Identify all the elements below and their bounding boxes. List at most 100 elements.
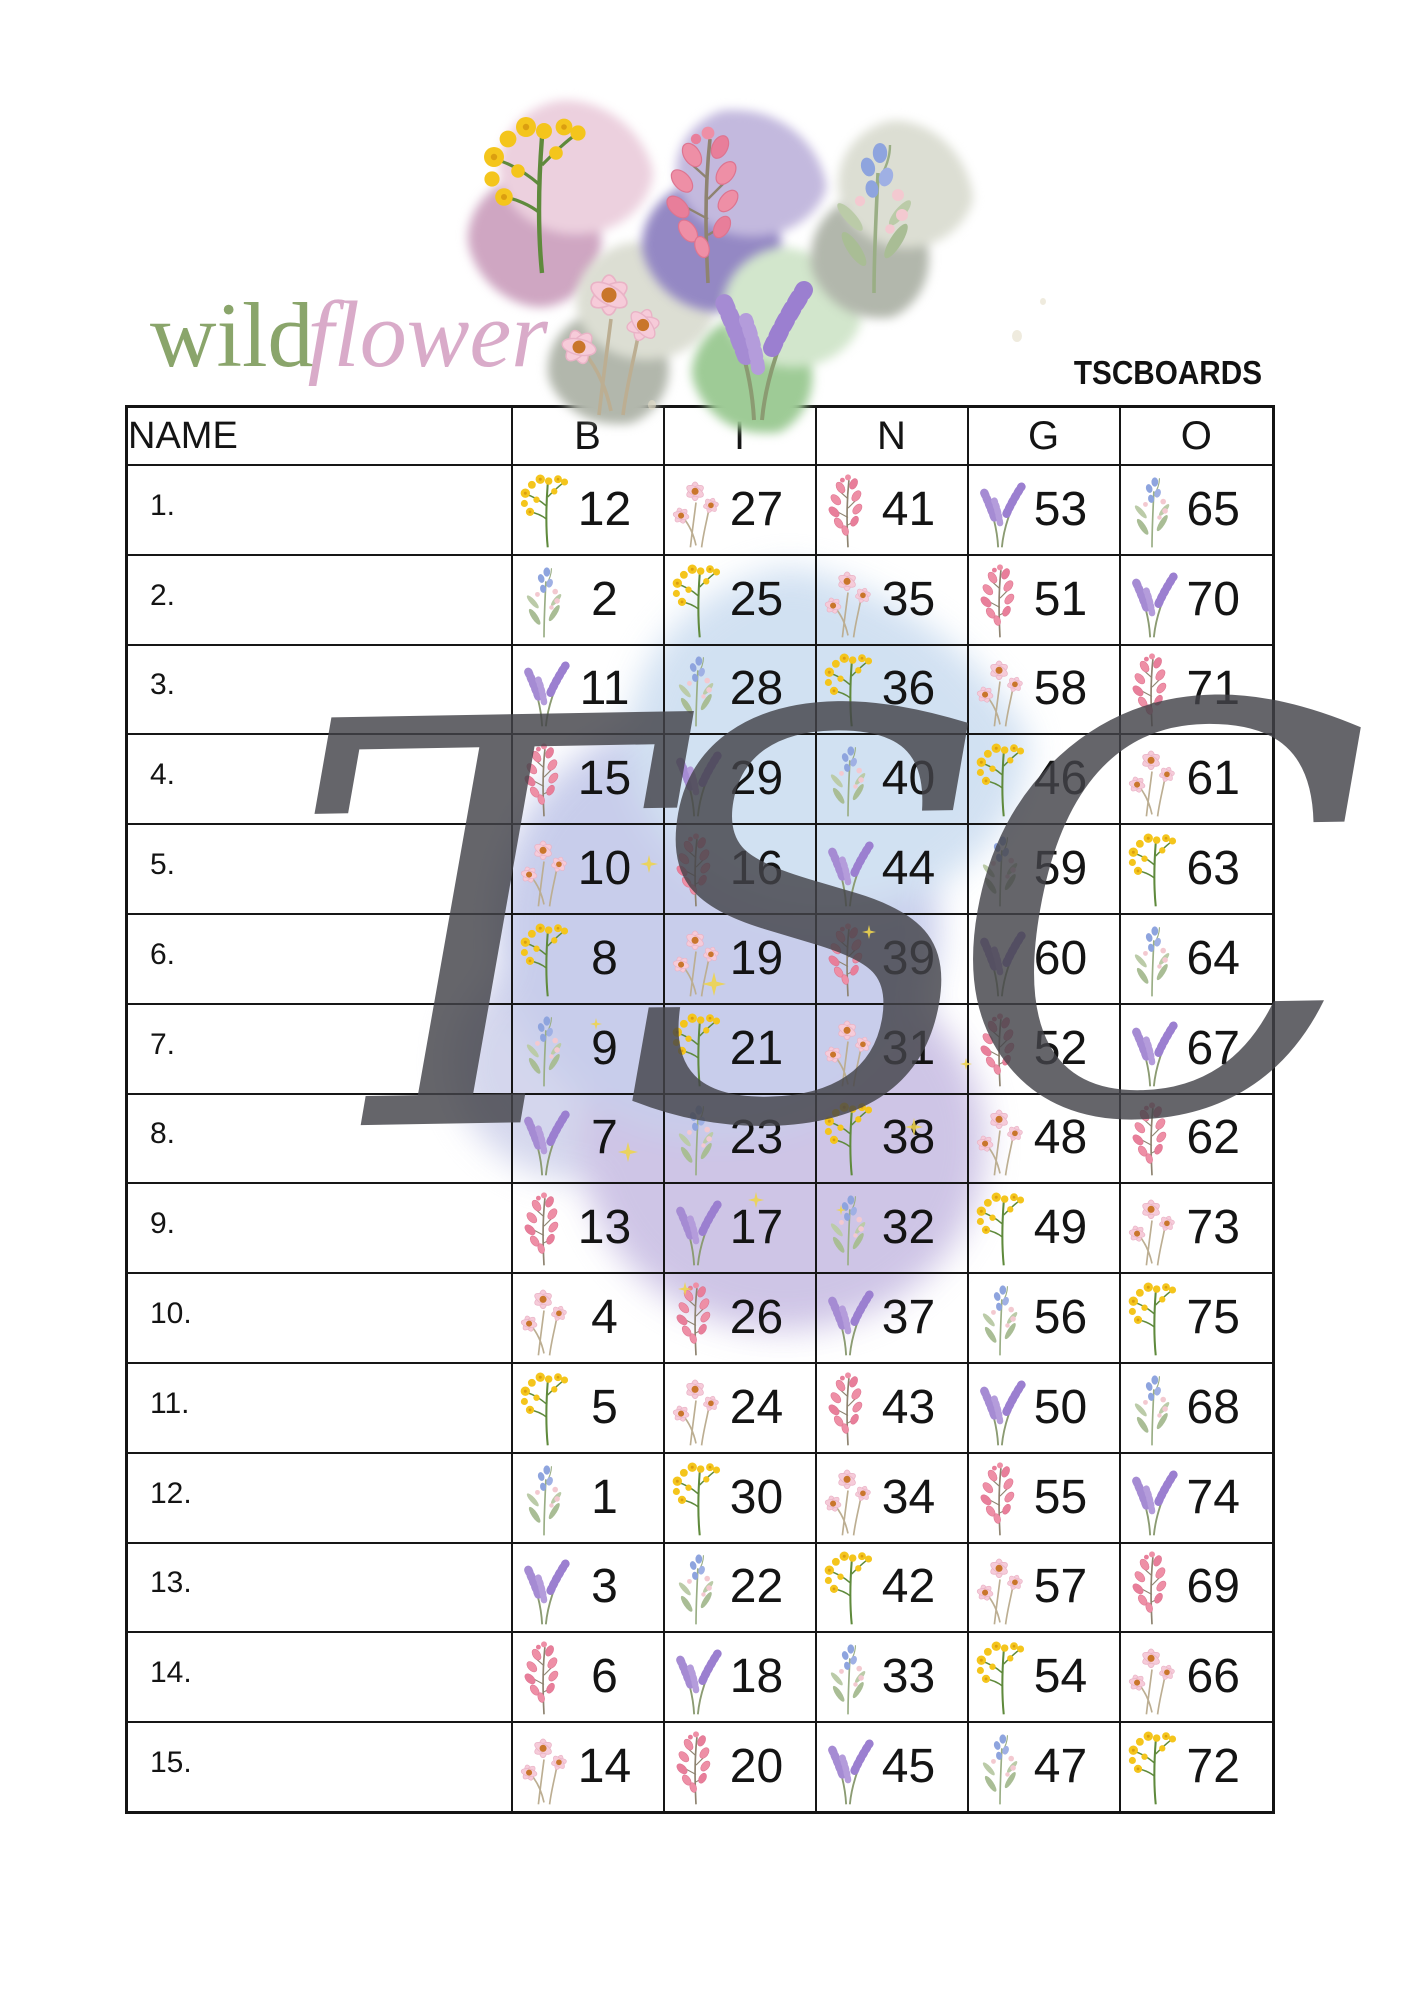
bingo-cell-B12[interactable]: 12 [510,464,665,556]
bingo-cell-I19[interactable]: 19 [662,912,817,1005]
bingo-cell-G52[interactable]: 52 [966,1002,1121,1095]
bingo-cell-B14[interactable]: 14 [510,1721,665,1814]
bingo-cell-G50[interactable]: 50 [966,1361,1121,1454]
bingo-number: 47 [1033,1740,1088,1794]
bingo-cell-B9[interactable]: 9 [510,1002,665,1095]
bingo-cell-N34[interactable]: 34 [814,1451,969,1544]
bingo-cell-G46[interactable]: 46 [966,733,1121,826]
bingo-cell-G57[interactable]: 57 [966,1541,1121,1634]
bingo-cell-O71[interactable]: 71 [1118,643,1275,736]
player-name-cell[interactable]: 4. [125,733,513,826]
player-name-cell[interactable]: 1. [125,464,513,556]
bingo-cell-N33[interactable]: 33 [814,1631,969,1724]
bingo-cell-O61[interactable]: 61 [1118,733,1275,826]
bingo-cell-G60[interactable]: 60 [966,912,1121,1005]
bingo-cell-B11[interactable]: 11 [510,643,665,736]
bingo-cell-B1[interactable]: 1 [510,1451,665,1544]
bingo-cell-G54[interactable]: 54 [966,1631,1121,1724]
bingo-cell-O67[interactable]: 67 [1118,1002,1275,1095]
bingo-cell-B5[interactable]: 5 [510,1361,665,1454]
player-name-cell[interactable]: 5. [125,823,513,915]
bingo-cell-B10[interactable]: 10 [510,823,665,915]
bingo-cell-N37[interactable]: 37 [814,1272,969,1364]
player-name-cell[interactable]: 12. [125,1451,513,1544]
bingo-cell-B13[interactable]: 13 [510,1182,665,1275]
bingo-cell-O74[interactable]: 74 [1118,1451,1275,1544]
bingo-cell-G59[interactable]: 59 [966,823,1121,915]
player-name-cell[interactable]: 6. [125,912,513,1005]
bingo-cell-O70[interactable]: 70 [1118,553,1275,646]
dark-pink-flower-icon [972,560,1028,640]
bingo-cell-I28[interactable]: 28 [662,643,817,736]
bingo-cell-G55[interactable]: 55 [966,1451,1121,1544]
bingo-cell-I22[interactable]: 22 [662,1541,817,1634]
bingo-cell-O65[interactable]: 65 [1118,464,1275,556]
bingo-cell-N43[interactable]: 43 [814,1361,969,1454]
player-name-cell[interactable]: 13. [125,1541,513,1634]
bingo-cell-B2[interactable]: 2 [510,553,665,646]
bingo-cell-I27[interactable]: 27 [662,464,817,556]
bingo-cell-O69[interactable]: 69 [1118,1541,1275,1634]
player-name-cell[interactable]: 11. [125,1361,513,1454]
bingo-cell-B15[interactable]: 15 [510,733,665,826]
bingo-cell-I29[interactable]: 29 [662,733,817,826]
bingo-cell-I24[interactable]: 24 [662,1361,817,1454]
bingo-number: 54 [1033,1650,1088,1704]
bingo-cell-N45[interactable]: 45 [814,1721,969,1814]
table-row: 9. 13 17 32 49 73 [125,1182,1275,1275]
bingo-cell-G58[interactable]: 58 [966,643,1121,736]
dark-pink-flower-icon [668,1278,724,1358]
bingo-cell-G49[interactable]: 49 [966,1182,1121,1275]
bingo-cell-I25[interactable]: 25 [662,553,817,646]
bingo-cell-N35[interactable]: 35 [814,553,969,646]
bingo-number: 56 [1033,1291,1088,1345]
bingo-cell-I20[interactable]: 20 [662,1721,817,1814]
player-name-cell[interactable]: 10. [125,1272,513,1364]
bingo-cell-B4[interactable]: 4 [510,1272,665,1364]
bingo-cell-I26[interactable]: 26 [662,1272,817,1364]
bingo-cell-G48[interactable]: 48 [966,1092,1121,1185]
bingo-cell-O66[interactable]: 66 [1118,1631,1275,1724]
bingo-cell-B6[interactable]: 6 [510,1631,665,1724]
bingo-cell-G47[interactable]: 47 [966,1721,1121,1814]
bingo-cell-N39[interactable]: 39 [814,912,969,1005]
player-name-cell[interactable]: 7. [125,1002,513,1095]
player-name-cell[interactable]: 3. [125,643,513,736]
bingo-cell-G51[interactable]: 51 [966,553,1121,646]
bingo-cell-N38[interactable]: 38 [814,1092,969,1185]
bingo-cell-N42[interactable]: 42 [814,1541,969,1634]
bingo-cell-I18[interactable]: 18 [662,1631,817,1724]
blue-mixed-flower-icon [972,1278,1028,1358]
player-name-cell[interactable]: 14. [125,1631,513,1724]
player-name-cell[interactable]: 15. [125,1721,513,1814]
player-name-cell[interactable]: 8. [125,1092,513,1185]
bingo-cell-O68[interactable]: 68 [1118,1361,1275,1454]
bingo-cell-N44[interactable]: 44 [814,823,969,915]
bingo-cell-I17[interactable]: 17 [662,1182,817,1275]
bingo-cell-O75[interactable]: 75 [1118,1272,1275,1364]
bingo-cell-O72[interactable]: 72 [1118,1721,1275,1814]
bingo-cell-I30[interactable]: 30 [662,1451,817,1544]
player-name-cell[interactable]: 9. [125,1182,513,1275]
bingo-cell-I21[interactable]: 21 [662,1002,817,1095]
paint-dot [1012,330,1022,342]
bingo-cell-B7[interactable]: 7 [510,1092,665,1185]
bingo-cell-O62[interactable]: 62 [1118,1092,1275,1185]
player-name-cell[interactable]: 2. [125,553,513,646]
bingo-cell-N32[interactable]: 32 [814,1182,969,1275]
dark-pink-flower-icon [1124,649,1180,729]
bingo-cell-G56[interactable]: 56 [966,1272,1121,1364]
bingo-cell-G53[interactable]: 53 [966,464,1121,556]
bingo-number: 49 [1033,1201,1088,1255]
bingo-cell-N40[interactable]: 40 [814,733,969,826]
bingo-cell-N41[interactable]: 41 [814,464,969,556]
bingo-cell-O63[interactable]: 63 [1118,823,1275,915]
bingo-cell-O64[interactable]: 64 [1118,912,1275,1005]
bingo-cell-I23[interactable]: 23 [662,1092,817,1185]
bingo-cell-N36[interactable]: 36 [814,643,969,736]
bingo-cell-B3[interactable]: 3 [510,1541,665,1634]
bingo-cell-B8[interactable]: 8 [510,912,665,1005]
bingo-cell-O73[interactable]: 73 [1118,1182,1275,1275]
bingo-cell-I16[interactable]: 16 [662,823,817,915]
bingo-cell-N31[interactable]: 31 [814,1002,969,1095]
